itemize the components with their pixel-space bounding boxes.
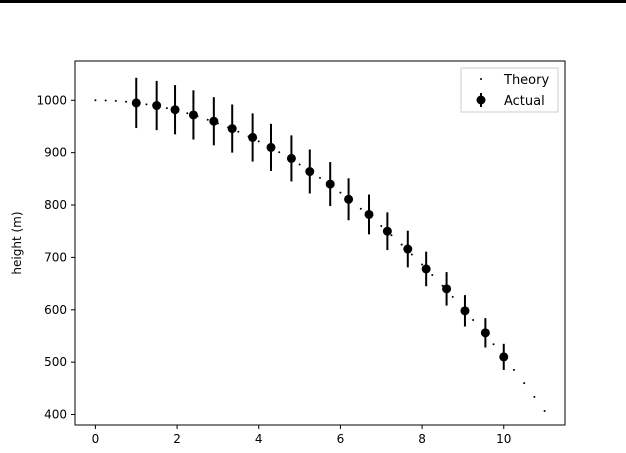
actual-point <box>344 194 354 204</box>
actual-series <box>131 77 509 371</box>
legend-actual-label: Actual <box>504 94 545 109</box>
theory-point <box>512 368 515 371</box>
theory-point <box>298 163 301 166</box>
theory-point <box>186 112 189 115</box>
actual-point <box>188 110 198 120</box>
theory-point <box>543 409 546 412</box>
y-tick-label: 500 <box>44 355 67 369</box>
y-tick-label: 700 <box>44 250 67 264</box>
theory-point <box>431 273 434 276</box>
y-tick-label: 900 <box>44 146 67 160</box>
y-axis: 400 500 600 700 800 900 1000 <box>36 93 75 422</box>
theory-point <box>206 118 209 121</box>
theory-point <box>257 140 260 143</box>
y-tick-label: 1000 <box>36 93 67 107</box>
theory-point <box>114 99 117 102</box>
actual-point <box>364 209 374 219</box>
x-tick-label: 8 <box>418 432 426 446</box>
actual-point <box>266 142 276 152</box>
y-tick-label: 400 <box>44 408 67 422</box>
actual-point <box>421 264 431 274</box>
x-axis: 0 2 4 6 8 10 <box>92 425 511 446</box>
actual-point <box>403 244 413 254</box>
actual-point <box>460 306 470 316</box>
y-tick-label: 600 <box>44 303 67 317</box>
actual-point <box>286 153 296 163</box>
actual-point <box>131 98 141 108</box>
theory-point <box>390 234 393 237</box>
x-tick-label: 0 <box>92 432 100 446</box>
y-tick-label: 800 <box>44 198 67 212</box>
theory-point <box>125 100 128 103</box>
actual-point <box>227 124 237 134</box>
actual-point <box>248 132 258 142</box>
theory-point <box>145 103 148 106</box>
actual-point <box>382 226 392 236</box>
top-rule <box>0 0 626 3</box>
legend-box <box>460 67 559 113</box>
theory-point <box>319 176 321 179</box>
legend: Theory Actual <box>460 67 559 113</box>
actual-point <box>480 328 490 338</box>
x-tick-label: 6 <box>337 432 345 446</box>
theory-point <box>492 343 495 346</box>
actual-point <box>499 352 509 362</box>
x-tick-label: 4 <box>255 432 263 446</box>
theory-point <box>104 99 107 102</box>
theory-point <box>165 107 168 110</box>
y-axis-label: height (m) <box>10 211 24 274</box>
theory-point <box>400 243 403 246</box>
actual-point <box>209 116 219 126</box>
theory-series <box>94 99 546 412</box>
theory-point <box>410 253 413 256</box>
theory-point <box>533 395 536 398</box>
theory-point <box>278 151 281 154</box>
theory-point <box>380 225 383 228</box>
theory-point <box>451 295 454 298</box>
plot-frame <box>74 60 566 426</box>
legend-actual-marker <box>476 95 486 105</box>
theory-point <box>339 191 342 194</box>
theory-point <box>94 99 97 102</box>
x-tick-label: 2 <box>173 432 181 446</box>
theory-point <box>472 318 475 321</box>
actual-point <box>170 105 180 115</box>
theory-point <box>237 130 240 133</box>
theory-point <box>523 382 526 385</box>
x-tick-label: 10 <box>496 432 511 446</box>
actual-point <box>305 167 315 177</box>
legend-theory-label: Theory <box>503 73 549 88</box>
legend-theory-marker <box>480 78 482 80</box>
actual-point <box>442 284 452 294</box>
actual-point <box>152 101 162 111</box>
theory-point <box>359 207 362 210</box>
actual-point <box>325 179 335 189</box>
theory-point <box>421 263 424 266</box>
